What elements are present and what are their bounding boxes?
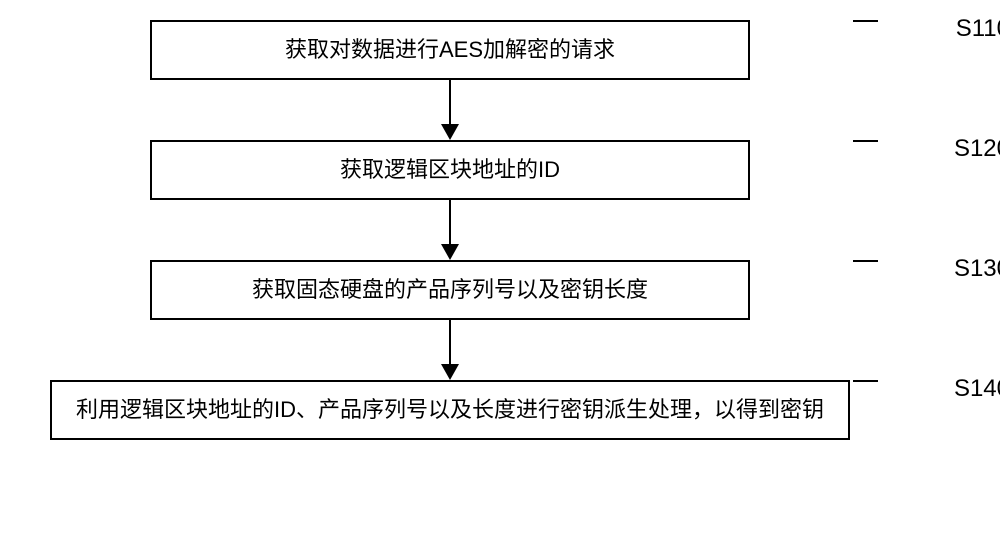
tick-s130: [853, 260, 878, 262]
label-s140: S140: [954, 375, 1000, 403]
arrow-2: [150, 200, 750, 260]
box-s110: 获取对数据进行AES加解密的请求: [150, 20, 750, 80]
step-row-2: 获取逻辑区块地址的ID S120: [50, 140, 950, 200]
tick-s120: [853, 140, 878, 142]
arrow-1-head: [441, 124, 459, 140]
tick-s110: [853, 20, 878, 22]
box-s120-text: 获取逻辑区块地址的ID: [340, 155, 560, 186]
box-s130: 获取固态硬盘的产品序列号以及密钥长度: [150, 260, 750, 320]
step-row-3: 获取固态硬盘的产品序列号以及密钥长度 S130: [50, 260, 950, 320]
label-s120: S120: [954, 135, 1000, 163]
box-s120: 获取逻辑区块地址的ID: [150, 140, 750, 200]
arrow-3: [150, 320, 750, 380]
arrow-3-line: [449, 320, 451, 365]
tick-s140: [853, 380, 878, 382]
arrow-1-line: [449, 80, 451, 125]
arrow-3-head: [441, 364, 459, 380]
label-s130: S130: [954, 255, 1000, 283]
arrow-1: [150, 80, 750, 140]
arrow-2-head: [441, 244, 459, 260]
box-s140-text: 利用逻辑区块地址的ID、产品序列号以及长度进行密钥派生处理，以得到密钥: [76, 395, 824, 426]
step-row-1: 获取对数据进行AES加解密的请求 S110: [50, 20, 950, 80]
step-row-4: 利用逻辑区块地址的ID、产品序列号以及长度进行密钥派生处理，以得到密钥 S140: [50, 380, 950, 440]
flowchart-container: 获取对数据进行AES加解密的请求 S110 获取逻辑区块地址的ID S120 获…: [50, 20, 950, 440]
label-s110: S110: [956, 15, 1000, 43]
arrow-2-line: [449, 200, 451, 245]
box-s110-text: 获取对数据进行AES加解密的请求: [285, 35, 615, 66]
box-s140: 利用逻辑区块地址的ID、产品序列号以及长度进行密钥派生处理，以得到密钥: [50, 380, 850, 440]
box-s130-text: 获取固态硬盘的产品序列号以及密钥长度: [252, 275, 648, 306]
